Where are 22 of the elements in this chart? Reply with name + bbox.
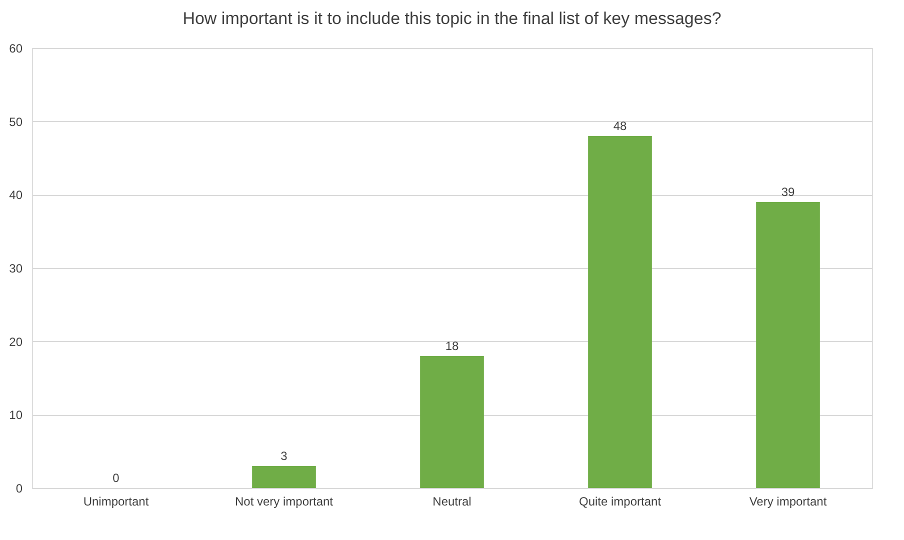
chart-title: How important is it to include this topic in the final list of key messages? xyxy=(182,9,722,28)
bar xyxy=(420,356,484,488)
x-tick-label: Quite important xyxy=(578,494,662,508)
y-tick-label: 10 xyxy=(9,408,23,422)
bar xyxy=(252,466,316,488)
y-tick-label: 0 xyxy=(16,482,23,496)
x-tick-label: Unimportant xyxy=(83,494,150,508)
y-tick-label: 60 xyxy=(9,42,23,56)
data-label: 3 xyxy=(280,449,288,463)
y-tick-label: 40 xyxy=(9,188,23,202)
x-tick-label: Neutral xyxy=(432,494,472,508)
data-label: 48 xyxy=(613,119,627,133)
y-tick-label: 20 xyxy=(9,334,23,349)
y-tick-label: 50 xyxy=(9,114,23,129)
y-tick-label: 30 xyxy=(9,262,23,276)
bar xyxy=(588,136,652,488)
data-label: 18 xyxy=(445,339,459,353)
bar xyxy=(756,202,820,488)
data-label: 39 xyxy=(781,185,795,199)
x-tick-label: Very important xyxy=(749,494,828,508)
x-tick-label: Not very important xyxy=(234,494,334,508)
data-label: 0 xyxy=(112,471,120,485)
